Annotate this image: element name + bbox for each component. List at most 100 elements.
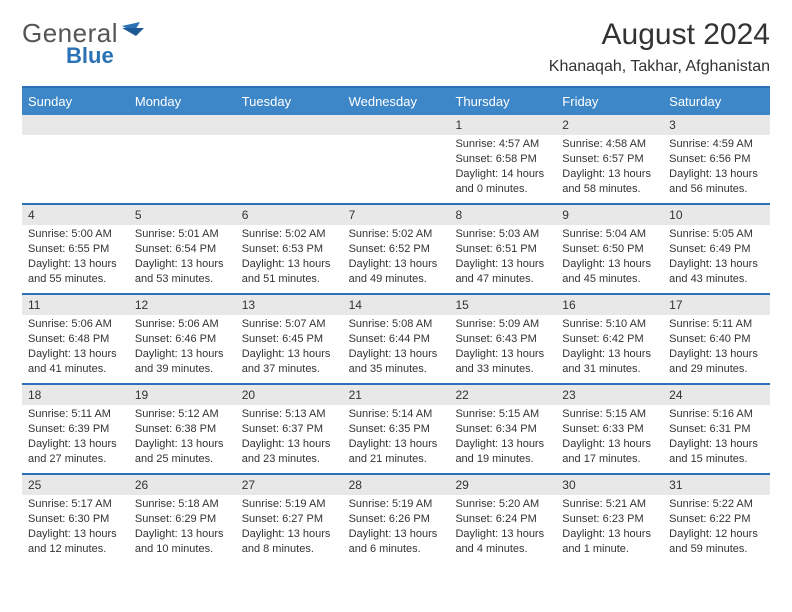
day-daylight1: Daylight: 13 hours bbox=[669, 347, 764, 362]
day-daylight1: Daylight: 13 hours bbox=[242, 527, 337, 542]
day-sunset: Sunset: 6:48 PM bbox=[28, 332, 123, 347]
day-daylight2: and 47 minutes. bbox=[455, 272, 550, 287]
day-sunset: Sunset: 6:58 PM bbox=[455, 152, 550, 167]
calendar-day-cell: 8Sunrise: 5:03 AMSunset: 6:51 PMDaylight… bbox=[449, 205, 556, 293]
day-daylight2: and 1 minute. bbox=[562, 542, 657, 557]
day-body: Sunrise: 5:21 AMSunset: 6:23 PMDaylight:… bbox=[556, 495, 663, 560]
day-sunrise: Sunrise: 5:15 AM bbox=[455, 407, 550, 422]
day-daylight1: Daylight: 13 hours bbox=[135, 437, 230, 452]
day-daylight1: Daylight: 13 hours bbox=[28, 347, 123, 362]
calendar-week-row: 11Sunrise: 5:06 AMSunset: 6:48 PMDayligh… bbox=[22, 293, 770, 383]
day-daylight1: Daylight: 13 hours bbox=[455, 437, 550, 452]
day-daylight1: Daylight: 13 hours bbox=[242, 257, 337, 272]
page-title: August 2024 bbox=[549, 18, 770, 52]
day-daylight2: and 45 minutes. bbox=[562, 272, 657, 287]
day-sunset: Sunset: 6:40 PM bbox=[669, 332, 764, 347]
day-daylight2: and 10 minutes. bbox=[135, 542, 230, 557]
calendar-day-cell: 18Sunrise: 5:11 AMSunset: 6:39 PMDayligh… bbox=[22, 385, 129, 473]
day-body: Sunrise: 5:01 AMSunset: 6:54 PMDaylight:… bbox=[129, 225, 236, 290]
title-block: August 2024 Khanaqah, Takhar, Afghanista… bbox=[549, 18, 770, 76]
day-sunset: Sunset: 6:43 PM bbox=[455, 332, 550, 347]
calendar-day-cell: 4Sunrise: 5:00 AMSunset: 6:55 PMDaylight… bbox=[22, 205, 129, 293]
calendar-day-cell: 9Sunrise: 5:04 AMSunset: 6:50 PMDaylight… bbox=[556, 205, 663, 293]
day-sunrise: Sunrise: 4:58 AM bbox=[562, 137, 657, 152]
calendar-day-cell: 16Sunrise: 5:10 AMSunset: 6:42 PMDayligh… bbox=[556, 295, 663, 383]
day-body: Sunrise: 5:02 AMSunset: 6:52 PMDaylight:… bbox=[343, 225, 450, 290]
day-number: 6 bbox=[236, 205, 343, 225]
calendar-day-cell: 25Sunrise: 5:17 AMSunset: 6:30 PMDayligh… bbox=[22, 475, 129, 563]
day-number: 3 bbox=[663, 115, 770, 135]
day-sunrise: Sunrise: 4:59 AM bbox=[669, 137, 764, 152]
day-daylight2: and 35 minutes. bbox=[349, 362, 444, 377]
day-daylight2: and 23 minutes. bbox=[242, 452, 337, 467]
day-number: 15 bbox=[449, 295, 556, 315]
day-sunset: Sunset: 6:22 PM bbox=[669, 512, 764, 527]
day-daylight1: Daylight: 14 hours bbox=[455, 167, 550, 182]
calendar-header-cell: Sunday bbox=[22, 88, 129, 115]
day-daylight1: Daylight: 13 hours bbox=[562, 257, 657, 272]
day-daylight2: and 15 minutes. bbox=[669, 452, 764, 467]
day-body: Sunrise: 5:20 AMSunset: 6:24 PMDaylight:… bbox=[449, 495, 556, 560]
day-number: 23 bbox=[556, 385, 663, 405]
day-number: 16 bbox=[556, 295, 663, 315]
day-sunset: Sunset: 6:30 PM bbox=[28, 512, 123, 527]
day-sunset: Sunset: 6:29 PM bbox=[135, 512, 230, 527]
calendar-header-cell: Thursday bbox=[449, 88, 556, 115]
day-daylight2: and 39 minutes. bbox=[135, 362, 230, 377]
day-daylight2: and 4 minutes. bbox=[455, 542, 550, 557]
day-body: Sunrise: 5:19 AMSunset: 6:26 PMDaylight:… bbox=[343, 495, 450, 560]
day-number: 17 bbox=[663, 295, 770, 315]
day-body: Sunrise: 5:16 AMSunset: 6:31 PMDaylight:… bbox=[663, 405, 770, 470]
day-daylight2: and 56 minutes. bbox=[669, 182, 764, 197]
day-daylight2: and 8 minutes. bbox=[242, 542, 337, 557]
day-body: Sunrise: 5:18 AMSunset: 6:29 PMDaylight:… bbox=[129, 495, 236, 560]
flag-icon bbox=[122, 22, 148, 47]
day-sunset: Sunset: 6:37 PM bbox=[242, 422, 337, 437]
day-daylight1: Daylight: 12 hours bbox=[669, 527, 764, 542]
day-body: Sunrise: 5:04 AMSunset: 6:50 PMDaylight:… bbox=[556, 225, 663, 290]
day-daylight1: Daylight: 13 hours bbox=[135, 527, 230, 542]
day-sunset: Sunset: 6:54 PM bbox=[135, 242, 230, 257]
day-sunrise: Sunrise: 5:20 AM bbox=[455, 497, 550, 512]
day-daylight2: and 33 minutes. bbox=[455, 362, 550, 377]
day-number: 9 bbox=[556, 205, 663, 225]
day-number: 31 bbox=[663, 475, 770, 495]
day-body: Sunrise: 5:12 AMSunset: 6:38 PMDaylight:… bbox=[129, 405, 236, 470]
day-sunset: Sunset: 6:26 PM bbox=[349, 512, 444, 527]
calendar-day-cell: 14Sunrise: 5:08 AMSunset: 6:44 PMDayligh… bbox=[343, 295, 450, 383]
day-daylight2: and 6 minutes. bbox=[349, 542, 444, 557]
day-body: Sunrise: 5:22 AMSunset: 6:22 PMDaylight:… bbox=[663, 495, 770, 560]
calendar-day-cell: 24Sunrise: 5:16 AMSunset: 6:31 PMDayligh… bbox=[663, 385, 770, 473]
day-number bbox=[22, 115, 129, 135]
day-daylight1: Daylight: 13 hours bbox=[455, 347, 550, 362]
day-sunrise: Sunrise: 5:05 AM bbox=[669, 227, 764, 242]
day-sunrise: Sunrise: 5:09 AM bbox=[455, 317, 550, 332]
day-number bbox=[343, 115, 450, 135]
day-daylight2: and 37 minutes. bbox=[242, 362, 337, 377]
calendar-header-row: SundayMondayTuesdayWednesdayThursdayFrid… bbox=[22, 88, 770, 115]
day-sunrise: Sunrise: 5:03 AM bbox=[455, 227, 550, 242]
day-daylight2: and 12 minutes. bbox=[28, 542, 123, 557]
calendar-day-cell: 11Sunrise: 5:06 AMSunset: 6:48 PMDayligh… bbox=[22, 295, 129, 383]
calendar-day-cell: 21Sunrise: 5:14 AMSunset: 6:35 PMDayligh… bbox=[343, 385, 450, 473]
day-daylight1: Daylight: 13 hours bbox=[349, 527, 444, 542]
calendar-day-cell bbox=[22, 115, 129, 203]
page-subtitle: Khanaqah, Takhar, Afghanistan bbox=[549, 58, 770, 76]
day-number bbox=[129, 115, 236, 135]
day-daylight1: Daylight: 13 hours bbox=[28, 527, 123, 542]
calendar-week-row: 18Sunrise: 5:11 AMSunset: 6:39 PMDayligh… bbox=[22, 383, 770, 473]
day-sunrise: Sunrise: 4:57 AM bbox=[455, 137, 550, 152]
day-sunset: Sunset: 6:50 PM bbox=[562, 242, 657, 257]
calendar-day-cell: 23Sunrise: 5:15 AMSunset: 6:33 PMDayligh… bbox=[556, 385, 663, 473]
calendar-day-cell: 30Sunrise: 5:21 AMSunset: 6:23 PMDayligh… bbox=[556, 475, 663, 563]
day-body: Sunrise: 5:14 AMSunset: 6:35 PMDaylight:… bbox=[343, 405, 450, 470]
day-sunrise: Sunrise: 5:00 AM bbox=[28, 227, 123, 242]
day-body: Sunrise: 4:58 AMSunset: 6:57 PMDaylight:… bbox=[556, 135, 663, 200]
day-sunrise: Sunrise: 5:13 AM bbox=[242, 407, 337, 422]
day-daylight2: and 0 minutes. bbox=[455, 182, 550, 197]
day-sunset: Sunset: 6:35 PM bbox=[349, 422, 444, 437]
calendar-header-cell: Wednesday bbox=[343, 88, 450, 115]
day-daylight1: Daylight: 13 hours bbox=[455, 527, 550, 542]
day-daylight2: and 51 minutes. bbox=[242, 272, 337, 287]
day-number: 7 bbox=[343, 205, 450, 225]
